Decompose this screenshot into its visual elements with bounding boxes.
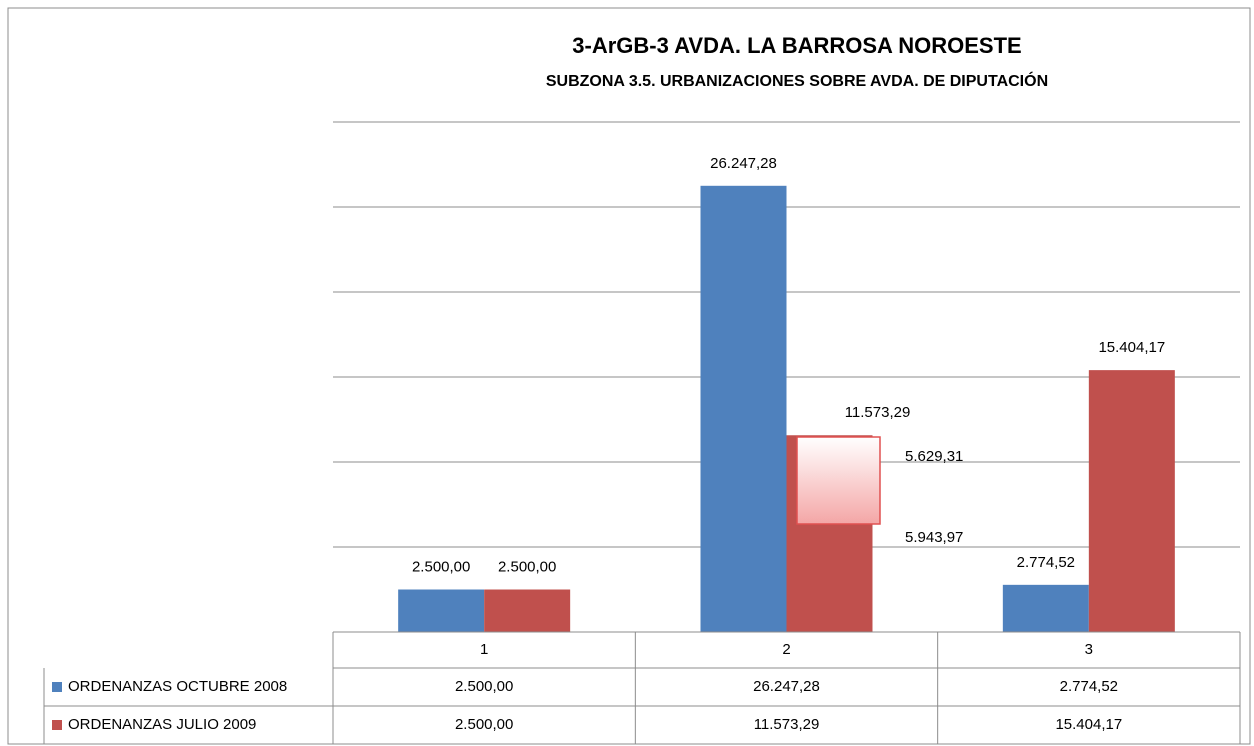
frame	[7, 7, 1251, 745]
x-tick-label: 2	[782, 641, 790, 658]
bar	[1088, 370, 1175, 632]
bar	[484, 589, 571, 632]
annotation: 5.943,97	[905, 529, 963, 546]
bar	[700, 185, 787, 632]
legend-swatch	[52, 682, 62, 692]
annotation: 5.629,31	[905, 448, 963, 465]
legend-swatch	[52, 720, 62, 730]
table-cell: 2.500,00	[455, 716, 513, 733]
legend-label: ORDENANZAS JULIO 2009	[68, 716, 256, 733]
table-cell: 11.573,29	[754, 716, 820, 733]
data-label: 15.404,17	[1098, 339, 1165, 356]
x-tick-label: 1	[480, 641, 488, 658]
legend-label: ORDENANZAS OCTUBRE 2008	[68, 678, 287, 695]
table-cell: 2.774,52	[1060, 678, 1118, 695]
bar	[1002, 584, 1089, 632]
bar	[398, 589, 485, 632]
data-label: 2.500,00	[498, 558, 556, 575]
table-cell: 26.247,28	[753, 678, 820, 695]
data-label: 11.573,29	[845, 404, 911, 421]
data-label: 2.774,52	[1017, 554, 1075, 571]
data-label: 2.500,00	[412, 558, 470, 575]
annotation-box	[796, 436, 881, 525]
table-cell: 15.404,17	[1055, 716, 1122, 733]
data-label: 26.247,28	[710, 155, 777, 172]
x-tick-label: 3	[1085, 641, 1093, 658]
table-cell: 2.500,00	[455, 678, 513, 695]
chart-title: 3-ArGB-3 AVDA. LA BARROSA NOROESTE	[572, 33, 1021, 58]
chart-subtitle: SUBZONA 3.5. URBANIZACIONES SOBRE AVDA. …	[546, 71, 1048, 90]
